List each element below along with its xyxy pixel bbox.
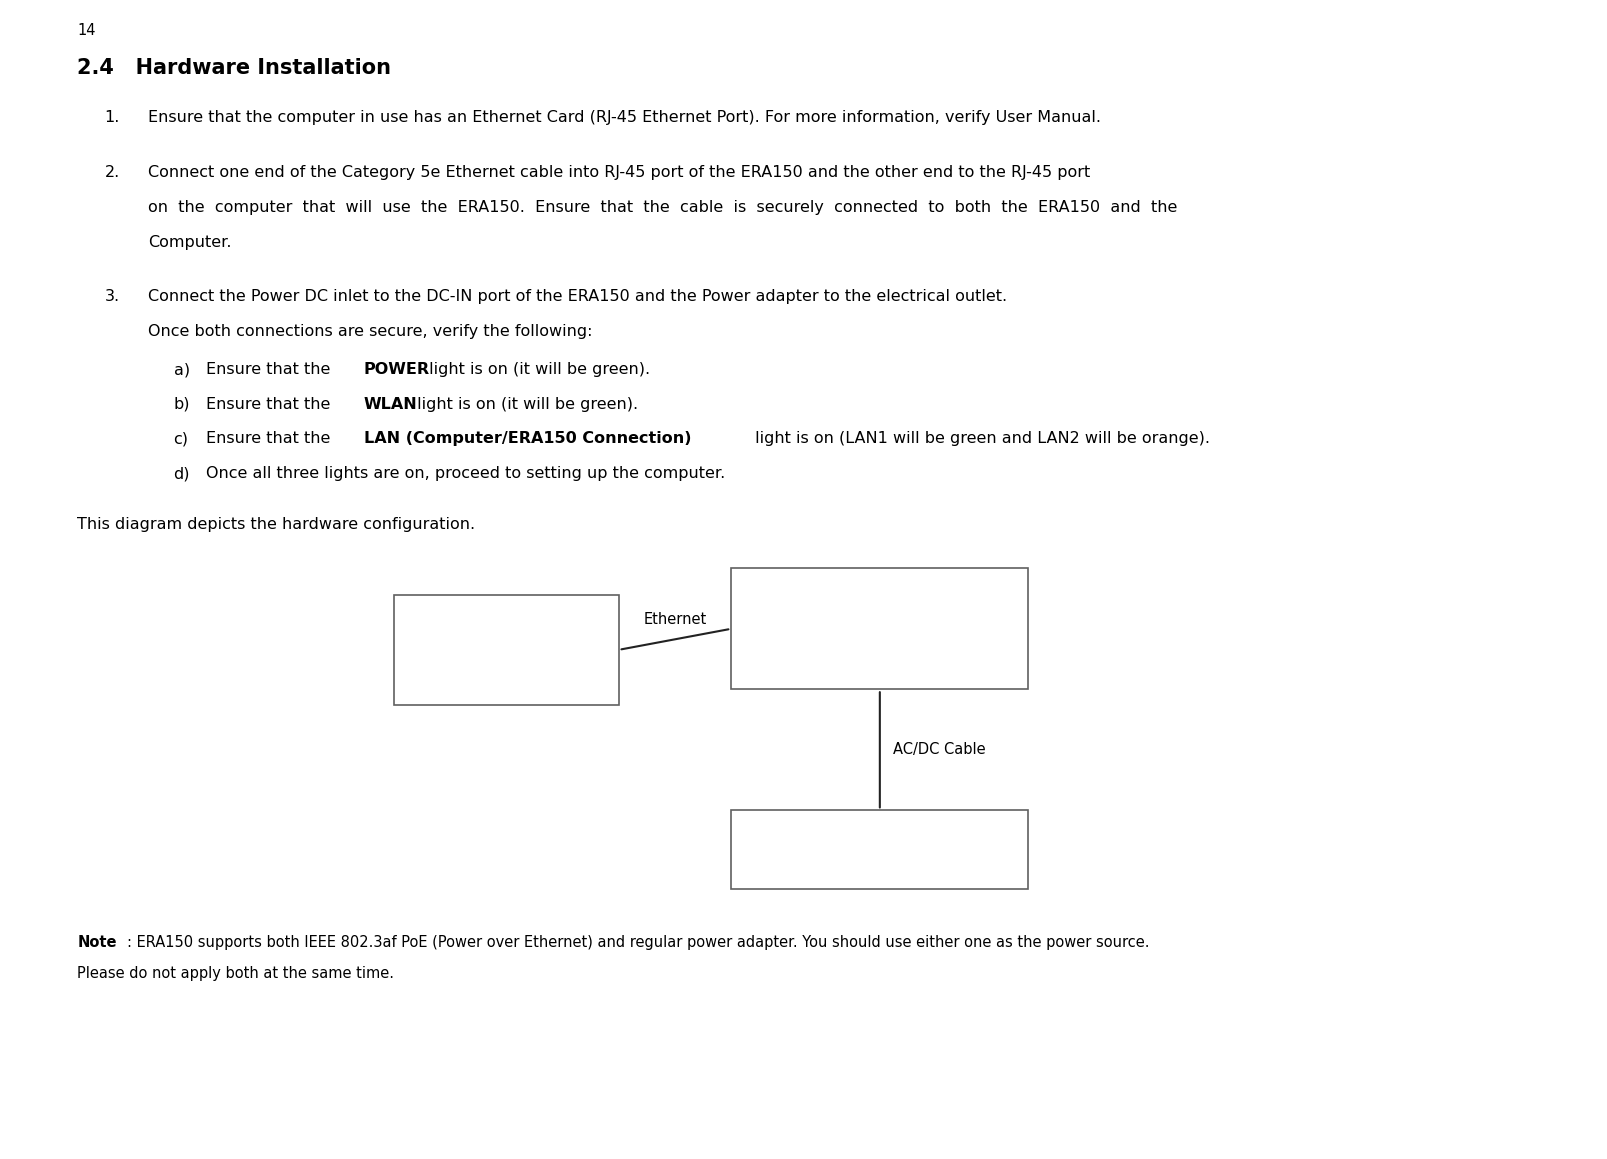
Text: Access Point: Access Point	[824, 620, 935, 637]
FancyBboxPatch shape	[394, 595, 619, 705]
Text: a): a)	[174, 362, 190, 377]
Text: POWER: POWER	[363, 362, 431, 377]
Text: : ERA150 supports both IEEE 802.3af PoE (Power over Ethernet) and regular power : : ERA150 supports both IEEE 802.3af PoE …	[127, 934, 1149, 949]
Text: b): b)	[174, 396, 190, 411]
Text: light is on (it will be green).: light is on (it will be green).	[411, 396, 638, 411]
Text: Once both connections are secure, verify the following:: Once both connections are secure, verify…	[148, 325, 593, 340]
Text: ®: ®	[321, 1073, 341, 1092]
Text: AC/DC Cable: AC/DC Cable	[893, 742, 985, 757]
Text: Ensure that the: Ensure that the	[206, 362, 336, 377]
Text: Computer.: Computer.	[148, 234, 231, 249]
Text: 1.: 1.	[104, 110, 121, 125]
FancyBboxPatch shape	[731, 568, 1028, 690]
Text: Ensure that the: Ensure that the	[206, 396, 336, 411]
Text: Ensure that the computer in use has an Ethernet Card (RJ-45 Ethernet Port). For : Ensure that the computer in use has an E…	[148, 110, 1101, 125]
Text: d): d)	[174, 466, 190, 481]
Text: This diagram depicts the hardware configuration.: This diagram depicts the hardware config…	[77, 517, 476, 532]
Text: light is on (it will be green).: light is on (it will be green).	[424, 362, 651, 377]
Text: PC: PC	[495, 641, 517, 658]
Text: EnGenius: EnGenius	[67, 1088, 315, 1134]
Text: Please do not apply both at the same time.: Please do not apply both at the same tim…	[77, 967, 394, 981]
FancyBboxPatch shape	[731, 810, 1028, 889]
Text: 2.4   Hardware Installation: 2.4 Hardware Installation	[77, 58, 391, 78]
Text: on  the  computer  that  will  use  the  ERA150.  Ensure  that  the  cable  is  : on the computer that will use the ERA150…	[148, 201, 1178, 214]
Text: WLAN: WLAN	[363, 396, 418, 411]
Text: Once all three lights are on, proceed to setting up the computer.: Once all three lights are on, proceed to…	[206, 466, 725, 481]
Text: Connect the Power DC inlet to the DC-IN port of the ERA150 and the Power adapter: Connect the Power DC inlet to the DC-IN …	[148, 290, 1008, 305]
Text: LAN (Computer/ERA150 Connection): LAN (Computer/ERA150 Connection)	[363, 431, 691, 446]
Text: Note: Note	[77, 934, 117, 949]
Text: 2.: 2.	[104, 166, 119, 180]
Text: c): c)	[174, 431, 188, 446]
Text: light is on (LAN1 will be green and LAN2 will be orange).: light is on (LAN1 will be green and LAN2…	[749, 431, 1210, 446]
Text: Power Outlet: Power Outlet	[821, 840, 938, 859]
Text: Connect one end of the Category 5e Ethernet cable into RJ-45 port of the ERA150 : Connect one end of the Category 5e Ether…	[148, 166, 1090, 180]
Text: 14: 14	[77, 23, 96, 38]
Text: Ensure that the: Ensure that the	[206, 431, 336, 446]
Text: 3.: 3.	[104, 290, 119, 305]
Text: Ethernet: Ethernet	[643, 612, 707, 627]
